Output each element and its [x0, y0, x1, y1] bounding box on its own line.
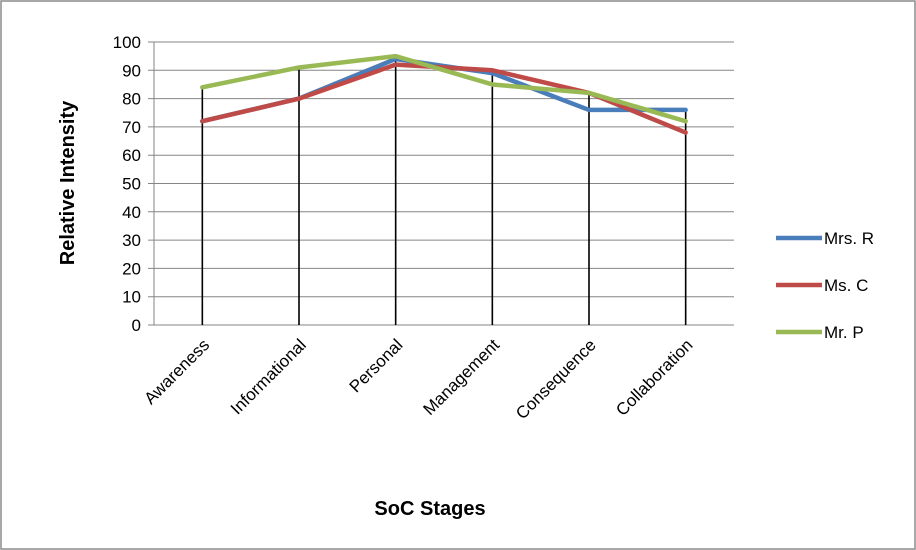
legend: Mrs. R Ms. C Mr. P	[776, 229, 874, 342]
y-tick-label: 0	[132, 316, 141, 335]
y-axis-title: Relative Intensity	[57, 100, 79, 265]
y-tick-label: 100	[113, 33, 141, 52]
y-tick-label: 70	[122, 118, 141, 137]
y-tick-label: 30	[122, 231, 141, 250]
drop-lines	[201, 56, 687, 325]
x-axis-title: SoC Stages	[374, 498, 485, 520]
series-line-mr-p	[200, 53, 688, 124]
y-tick-label: 90	[122, 61, 141, 80]
legend-label: Mr. P	[824, 323, 864, 342]
y-tick-label: 50	[122, 175, 141, 194]
legend-label: Mrs. R	[824, 229, 874, 248]
series-layer	[200, 53, 688, 135]
legend-label: Ms. C	[824, 276, 868, 295]
y-tick-label: 20	[122, 259, 141, 278]
y-tick-label: 10	[122, 288, 141, 307]
y-tick-label: 60	[122, 146, 141, 165]
y-tick-label: 80	[122, 90, 141, 109]
y-tick-label: 40	[122, 203, 141, 222]
